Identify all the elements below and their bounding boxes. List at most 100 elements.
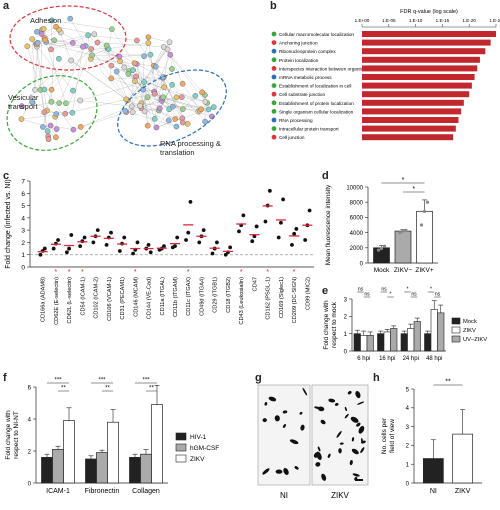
micrograph-zikv xyxy=(311,384,369,486)
network-node xyxy=(141,79,147,85)
network-edge xyxy=(154,77,163,119)
chart-b-category-label: Intracellular protein transport xyxy=(279,127,339,132)
chart-c-star: * xyxy=(54,269,57,276)
chart-f-legend-swatch xyxy=(175,443,187,452)
chart-e-bar xyxy=(407,328,415,352)
network-node xyxy=(38,31,45,37)
chart-h-bar xyxy=(452,433,474,484)
chart-f-legend-label: hGM-CSF xyxy=(190,445,219,452)
micrograph-cell xyxy=(344,413,349,419)
network-node xyxy=(173,94,180,101)
chart-b-category-dot xyxy=(271,74,277,80)
chart-e-legend-swatch xyxy=(451,335,461,343)
micrograph-label-zikv: ZIKV xyxy=(331,491,349,500)
chart-c-point xyxy=(303,238,308,242)
chart-c-point xyxy=(91,240,96,245)
network-node xyxy=(145,34,152,40)
chart-b-category-dot xyxy=(271,91,277,97)
micrograph-cell xyxy=(355,390,361,399)
network-node xyxy=(180,106,186,112)
chart-f-category-label: ICAM-1 xyxy=(46,488,70,495)
chart-b-category-dot xyxy=(271,134,277,140)
chart-c-ytick-label: 6 xyxy=(21,191,25,198)
network-edge xyxy=(44,40,67,104)
network-node xyxy=(91,31,98,37)
chart-b-title: FDR q-value (log scale) xyxy=(400,9,458,15)
chart-c-point xyxy=(276,235,281,240)
chart-e-sig-label: ns xyxy=(411,292,417,298)
chart-h-ylabel: field of view xyxy=(389,419,396,453)
cluster-label-vesicular: Vesicular transport xyxy=(8,93,39,111)
cluster-rna-outline xyxy=(117,69,227,147)
chart-e-bar xyxy=(366,335,374,352)
chart-c-point xyxy=(67,246,71,251)
network-node xyxy=(164,46,171,53)
chart-f-bar xyxy=(85,458,97,484)
chart-d-point xyxy=(404,228,408,232)
chart-c-category-label: CD11b (ITGAM) xyxy=(173,277,179,317)
chart-c-point xyxy=(307,208,312,213)
chart-c-point xyxy=(69,233,74,237)
chart-c-ytick-label: 7 xyxy=(21,179,25,186)
network-edge xyxy=(162,77,183,123)
network-edge xyxy=(97,42,164,48)
micrograph-cell xyxy=(350,416,359,423)
chart-f-ytick-label: 4 xyxy=(28,417,32,423)
chart-c-star: * xyxy=(240,269,243,276)
network-node xyxy=(56,100,62,106)
micrograph-cell xyxy=(316,451,322,460)
network-edge xyxy=(32,101,57,115)
micrograph-cell xyxy=(344,406,347,412)
chart-d-point xyxy=(425,200,430,204)
network-node xyxy=(133,73,139,80)
network-edge xyxy=(116,71,128,101)
network-edge xyxy=(21,89,36,120)
network-node xyxy=(141,53,147,59)
chart-h-category-label: NI xyxy=(430,488,437,495)
network-node xyxy=(34,28,40,35)
network-edge xyxy=(71,60,127,100)
network-node xyxy=(109,26,115,32)
chart-c-point xyxy=(95,228,100,233)
network-node xyxy=(131,60,138,66)
chart-b-bar xyxy=(362,134,454,141)
network-node xyxy=(48,99,55,105)
network-node xyxy=(117,58,123,65)
micrograph-cell xyxy=(328,398,336,403)
network-node xyxy=(144,94,151,100)
chart-c-point xyxy=(184,238,188,242)
micrograph-cell xyxy=(300,424,305,431)
chart-b-category-label: Cell substrate junction xyxy=(279,92,326,97)
chart-f-ytick-label: 0 xyxy=(28,481,32,487)
network-edge xyxy=(127,100,176,120)
chart-b-category-label: Anchoring junction xyxy=(279,41,318,46)
chart-c-point xyxy=(201,228,206,233)
network-edge xyxy=(65,48,92,114)
chart-b-category-dot xyxy=(271,100,277,106)
chart-c-ytick-label: 5 xyxy=(21,203,25,210)
network-node xyxy=(62,110,69,117)
chart-c-point xyxy=(254,224,259,229)
chart-c-category-label: CD62E (E-selectin) xyxy=(54,277,60,325)
network-node xyxy=(41,86,48,93)
network-node xyxy=(128,103,135,110)
chart-b-bar xyxy=(362,91,470,98)
chart-e-bar xyxy=(383,331,391,352)
micrograph-cell xyxy=(327,453,331,458)
network-edge xyxy=(143,89,170,110)
chart-f-bar xyxy=(107,421,119,484)
network-edge xyxy=(153,65,188,124)
chart-h-sig-label: ** xyxy=(445,379,451,386)
network-edge xyxy=(80,81,145,101)
network-edge xyxy=(154,54,171,92)
network-edge xyxy=(65,99,127,114)
chart-b-category-dot xyxy=(271,66,277,71)
chart-e-category-label: 16 hpi xyxy=(379,356,395,362)
chart-c-category-label: CD106 (VCAM-1) xyxy=(107,277,113,321)
chart-c-point xyxy=(290,242,294,247)
chart-b-category-dot xyxy=(271,83,277,88)
chart-f-legend-swatch xyxy=(175,432,187,441)
chart-e-legend-label: UV–ZIKV xyxy=(463,337,487,343)
chart-c-point xyxy=(237,229,241,234)
network-node xyxy=(173,123,180,130)
